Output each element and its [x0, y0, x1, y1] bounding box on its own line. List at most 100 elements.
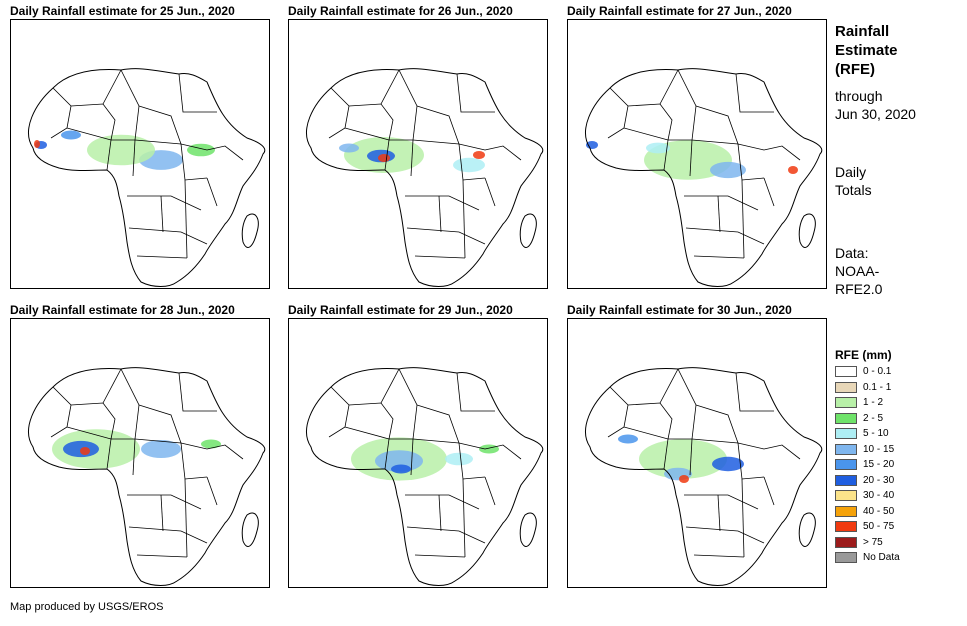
rainfall-area: [618, 434, 638, 444]
panel-title: Daily Rainfall estimate for 28 Jun., 202…: [10, 303, 235, 317]
country-border: [763, 476, 775, 506]
legend-label: No Data: [863, 552, 900, 564]
heading-line: Estimate: [835, 42, 898, 59]
madagascar-outline: [241, 213, 259, 248]
through-info: through Jun 30, 2020: [835, 87, 916, 123]
legend-item: 15 - 20: [835, 457, 945, 473]
country-border: [136, 554, 188, 558]
africa-map: [306, 68, 544, 287]
rainfall-area: [473, 151, 485, 159]
country-border: [741, 478, 745, 558]
legend-item: 20 - 30: [835, 473, 945, 489]
country-border: [328, 386, 350, 438]
through-label: through: [835, 88, 883, 104]
country-border: [206, 444, 244, 460]
rainfall-area: [80, 447, 90, 455]
country-border: [348, 402, 394, 440]
country-border: [410, 438, 414, 476]
country-border: [127, 494, 202, 510]
totals-line: Daily: [835, 164, 867, 180]
country-border: [406, 526, 486, 544]
legend-swatch: [835, 381, 857, 393]
totals-info: Daily Totals: [835, 163, 872, 199]
country-border: [462, 478, 466, 558]
madagascar-outline: [241, 512, 259, 547]
legend-item: 2 - 5: [835, 411, 945, 427]
country-border: [659, 368, 679, 404]
legend-swatch: [835, 536, 857, 548]
country-border: [328, 87, 350, 139]
country-border: [106, 139, 112, 171]
rainfall-area: [679, 475, 689, 483]
africa-map: [306, 367, 544, 586]
madagascar-outline: [519, 213, 537, 248]
africa-coastline: [585, 68, 823, 287]
country-border: [717, 494, 721, 532]
heading-line: Rainfall: [835, 23, 890, 40]
country-border: [120, 368, 140, 440]
legend-label: 20 - 30: [863, 474, 895, 486]
legend-label: 40 - 50: [863, 505, 895, 517]
country-border: [763, 177, 775, 207]
legend-item: 30 - 40: [835, 488, 945, 504]
country-border: [695, 404, 739, 444]
legend-swatch: [835, 397, 857, 409]
africa-map: [28, 68, 266, 287]
country-border: [132, 139, 136, 177]
legend-label: 2 - 5: [863, 412, 884, 424]
country-border: [160, 494, 164, 532]
africa-coastline: [585, 367, 823, 586]
rainfall-area: [710, 161, 746, 179]
country-border: [627, 103, 673, 141]
africa-coastline: [28, 367, 266, 586]
country-border: [160, 195, 164, 233]
country-border: [677, 368, 697, 440]
legend-item: No Data: [835, 550, 945, 566]
rainfall-area: [788, 166, 798, 174]
legend: RFE (mm) 0 - 0.1 0.1 - 1 1 - 2 2 - 5 5 - 10 1…: [835, 346, 945, 566]
country-border: [405, 195, 480, 211]
madagascar-outline: [798, 213, 816, 248]
map-heading: Rainfall Estimate (RFE): [835, 22, 898, 79]
country-border: [462, 179, 466, 259]
rainfall-area: [34, 140, 40, 148]
country-border: [693, 255, 745, 259]
country-border: [663, 438, 669, 470]
country-border: [659, 69, 679, 105]
country-border: [136, 255, 188, 259]
legend-swatch: [835, 505, 857, 517]
country-border: [206, 145, 244, 161]
legend-item: 0.1 - 1: [835, 380, 945, 396]
country-border: [416, 105, 460, 145]
country-border: [684, 494, 759, 510]
legend-item: 40 - 50: [835, 504, 945, 520]
legend-label: 50 - 75: [863, 521, 895, 533]
country-border: [741, 179, 745, 259]
through-date: Jun 30, 2020: [835, 106, 916, 122]
rainfall-area: [479, 444, 499, 454]
country-border: [106, 438, 112, 470]
legend-item: > 75: [835, 535, 945, 551]
country-border: [380, 69, 400, 105]
totals-line: Totals: [835, 182, 872, 198]
legend-swatch: [835, 366, 857, 378]
panel-title: Daily Rainfall estimate for 25 Jun., 202…: [10, 4, 235, 18]
country-border: [384, 139, 390, 171]
legend-label: > 75: [863, 536, 883, 548]
data-source: Data: NOAA- RFE2.0: [835, 244, 882, 298]
country-border: [735, 372, 774, 412]
country-border: [178, 372, 217, 412]
legend-label: 0 - 0.1: [863, 366, 892, 378]
rainfall-area: [201, 439, 221, 449]
rainfall-area: [187, 143, 215, 157]
credit-text: Map produced by USGS/EROS: [10, 601, 164, 613]
heading-line: (RFE): [835, 61, 875, 78]
panel-title: Daily Rainfall estimate for 26 Jun., 202…: [288, 4, 513, 18]
country-border: [438, 494, 442, 532]
africa-coastline: [306, 367, 544, 586]
country-border: [456, 372, 495, 412]
rainfall-area: [339, 143, 359, 153]
rainfall-area: [391, 464, 411, 474]
africa-coastline: [306, 68, 544, 287]
country-border: [138, 404, 182, 444]
